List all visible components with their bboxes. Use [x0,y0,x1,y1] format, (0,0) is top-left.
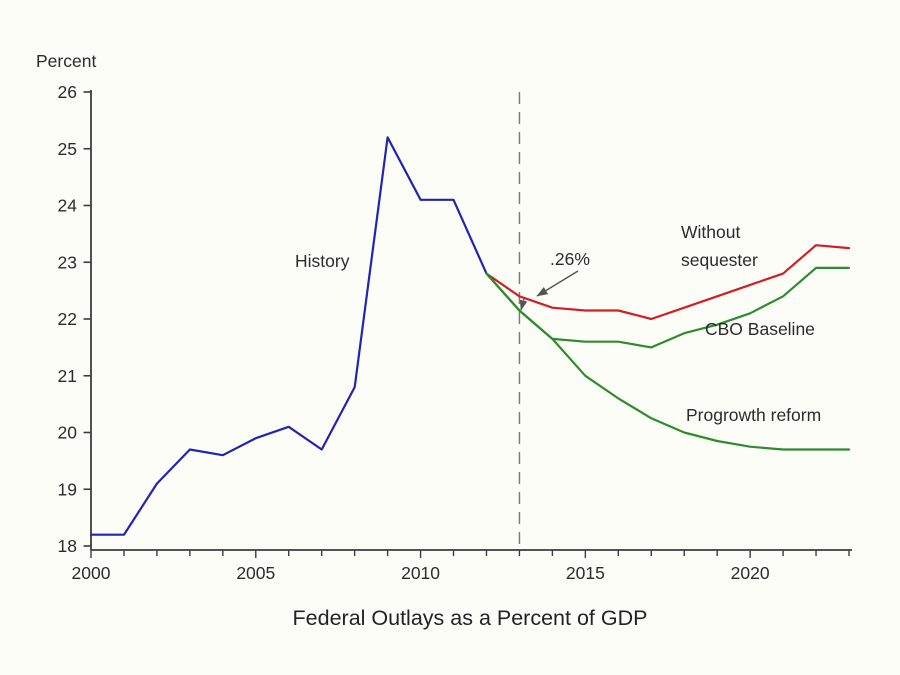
x-tick-label: 2005 [236,563,275,583]
x-tick-label: 2015 [566,563,605,583]
series-line-progrowth-reform [485,272,851,451]
annotation-without-sequester: Without sequester [681,218,758,274]
gap-arrow-to-green-line [519,298,528,311]
x-tick-label: 2020 [731,563,770,583]
y-tick-label: 20 [58,423,78,443]
annotation-history: History [295,251,350,271]
annotation-without-sequester-line2: sequester [681,250,758,270]
annotation-progrowth-reform: Progrowth reform [686,405,822,425]
y-tick-label: 24 [58,196,78,216]
y-tick-label: 18 [58,536,77,556]
y-tick-label: 26 [58,82,77,102]
x-tick-label: 2000 [72,563,111,583]
y-tick-label: 21 [58,366,77,386]
x-tick-label: 2010 [401,563,440,583]
annotation-without-sequester-line1: Without [681,222,741,242]
y-tick-label: 23 [58,252,77,272]
series-line-without-sequester [485,244,851,321]
annotation-cbo-baseline: CBO Baseline [705,319,815,339]
gap-arrow-to-red-line [536,270,579,297]
annotation-gap-percent: .26% [550,249,590,269]
y-tick-label: 19 [58,479,77,499]
y-tick-label: 25 [58,139,77,159]
y-axis-title: Percent [36,51,97,71]
series-line-history [89,136,488,536]
y-tick-label: 22 [58,309,77,329]
chart-title: Federal Outlays as a Percent of GDP [292,606,648,630]
